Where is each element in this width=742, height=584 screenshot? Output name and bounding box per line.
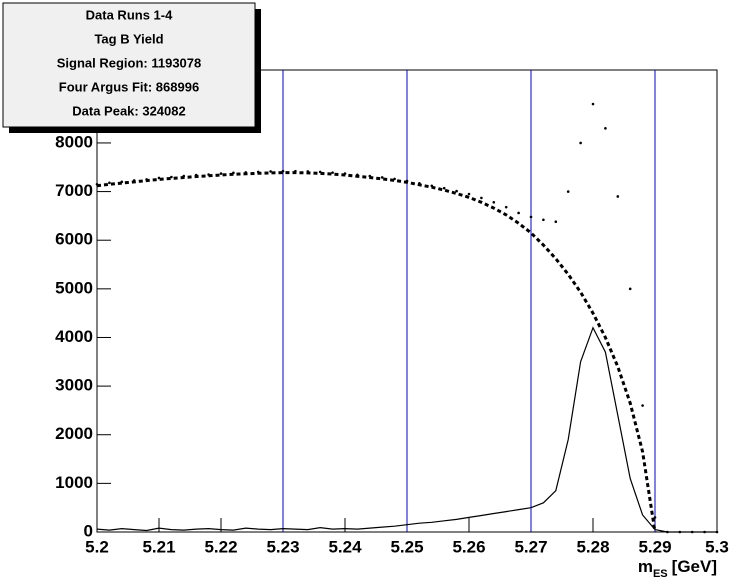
- x-tick-label: 5.2: [85, 537, 109, 556]
- stats-box: Data Runs 1-4 Tag B Yield Signal Region: 1…: [2, 2, 261, 133]
- x-tick-label: 5.22: [204, 537, 237, 556]
- data-point: [492, 200, 496, 204]
- y-tick-label: 1000: [55, 473, 93, 492]
- x-tick-label: 5.29: [638, 537, 671, 556]
- y-tick-label: 3000: [55, 376, 93, 395]
- x-tick-label: 5.26: [452, 537, 485, 556]
- y-tick-label: 4000: [55, 327, 93, 346]
- data-point: [542, 218, 545, 222]
- data-point: [616, 195, 620, 198]
- data-point: [504, 205, 508, 209]
- y-tick-label: 0: [84, 521, 93, 540]
- data-point: [170, 175, 173, 179]
- plot-area: 0 1000 2000 3000 4000 5000 6000 7000 8000 5.2 5.21…: [55, 69, 729, 556]
- y-tick-label: 5000: [55, 278, 93, 297]
- data-point: [380, 176, 384, 179]
- data-point: [628, 287, 632, 291]
- data-point: [517, 211, 520, 215]
- data-point: [467, 192, 471, 196]
- x-axis-label: mES [GeV]: [638, 557, 717, 579]
- data-point: [455, 189, 458, 193]
- data-point: [442, 186, 446, 190]
- y-tick-label: 7000: [55, 181, 93, 200]
- data-point: [480, 196, 483, 200]
- box-line: Signal Region: 1193078: [57, 55, 202, 70]
- x-tick-label: 5.24: [328, 537, 362, 556]
- box-line: Four Argus Fit: 868996: [59, 79, 199, 94]
- box-frame: [2, 2, 256, 128]
- x-tick-label: 5.23: [266, 537, 299, 556]
- data-point: [604, 127, 607, 130]
- data-point: [591, 102, 595, 106]
- data-point: [641, 404, 644, 407]
- box-line: Data Peak: 324082: [72, 103, 185, 118]
- x-tick-label: 5.21: [142, 537, 175, 556]
- signal-histogram: [96, 326, 717, 533]
- argus-fit: [96, 171, 657, 533]
- y-tick-label: 6000: [55, 230, 93, 249]
- data-point: [219, 172, 223, 175]
- x-tick-label: 5.27: [514, 537, 547, 556]
- x-label-sub: ES: [653, 568, 668, 580]
- data-point: [108, 181, 111, 185]
- x-tick-label: 5.28: [576, 537, 609, 556]
- y-tick-label: 8000: [55, 132, 93, 151]
- data-point: [331, 171, 334, 174]
- data-point: [566, 190, 570, 193]
- box-line: Tag B Yield: [94, 31, 163, 46]
- data-point: [529, 215, 533, 219]
- x-label-unit: [GeV]: [672, 557, 717, 576]
- y-tick-label: 2000: [55, 424, 93, 443]
- data-point: [579, 141, 582, 145]
- data-point: [554, 220, 558, 224]
- x-tick-label: 5.25: [390, 537, 423, 556]
- box-line: Data Runs 1-4: [86, 7, 173, 22]
- data-point: [269, 170, 272, 173]
- x-label-main: m: [638, 557, 653, 576]
- x-tick-label: 5.3: [705, 537, 729, 556]
